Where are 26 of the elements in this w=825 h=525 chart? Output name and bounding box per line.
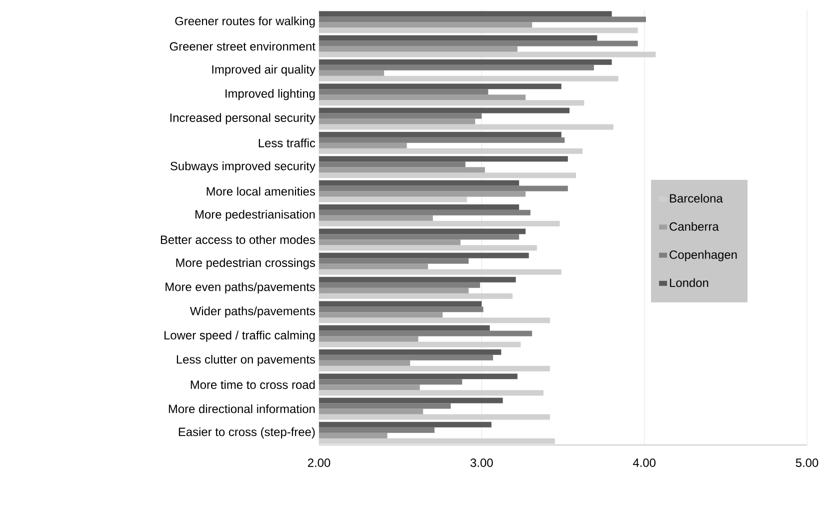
x-tick-label: 3.00 [470, 458, 493, 467]
y-tick-label: Greener street environment [170, 42, 316, 51]
y-tick-label: More even paths/pavements [166, 282, 316, 294]
y-tick-label: Better access to other modes [160, 235, 316, 244]
y-tick-label: Less clutter on pavements [176, 354, 316, 366]
y-tick-label: Greener routes for walking [175, 16, 315, 28]
y-tick-label: Easier to cross (step-free) [178, 427, 315, 438]
y-tick-label: More local amenities [206, 186, 316, 196]
y-tick-label: More time to cross road [190, 380, 315, 389]
y-tick-label: More pedestrian crossings [176, 258, 316, 270]
y-tick-label: Wider paths/pavements [190, 306, 316, 318]
y-tick-label: More directional information [168, 404, 315, 414]
y-tick-label: More pedestrianisation [196, 210, 315, 221]
legend-label: Barcelona [670, 194, 723, 203]
y-tick-label: Lower speed / traffic calming [164, 330, 315, 342]
y-tick-label: Improved air quality [212, 64, 316, 76]
x-tick-label: 2.00 [308, 458, 330, 467]
y-tick-label: Less traffic [258, 138, 316, 148]
y-tick-label: Increased personal security [170, 113, 316, 124]
x-tick-label: 4.00 [632, 458, 656, 467]
y-tick-label: Subways improved security [170, 162, 316, 173]
legend-label: London [670, 278, 708, 288]
y-tick-label: Improved lighting [226, 89, 315, 100]
legend-label: Canberra [670, 222, 719, 231]
legend-label: Copenhagen [670, 250, 737, 262]
x-tick-label: 5.00 [796, 458, 818, 467]
